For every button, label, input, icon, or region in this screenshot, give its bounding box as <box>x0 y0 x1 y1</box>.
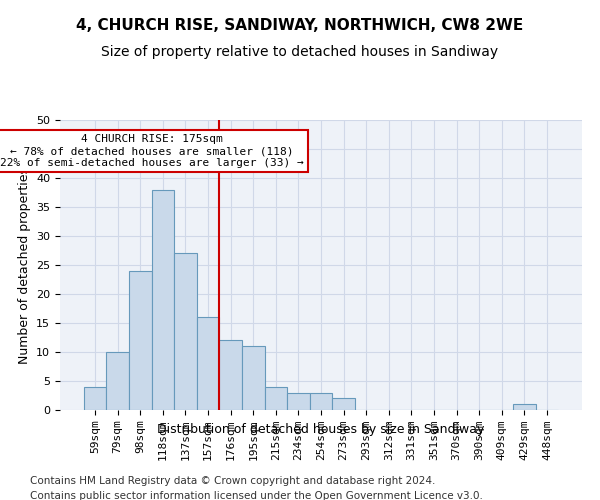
Text: Contains public sector information licensed under the Open Government Licence v3: Contains public sector information licen… <box>30 491 483 500</box>
Bar <box>332 398 355 410</box>
Bar <box>84 387 106 410</box>
Text: Distribution of detached houses by size in Sandiway: Distribution of detached houses by size … <box>157 422 485 436</box>
Bar <box>129 271 152 410</box>
Bar <box>220 340 242 410</box>
Bar <box>106 352 129 410</box>
Text: 4 CHURCH RISE: 175sqm
← 78% of detached houses are smaller (118)
22% of semi-det: 4 CHURCH RISE: 175sqm ← 78% of detached … <box>0 134 304 168</box>
Bar <box>197 317 220 410</box>
Bar <box>287 392 310 410</box>
Y-axis label: Number of detached properties: Number of detached properties <box>17 166 31 364</box>
Text: Contains HM Land Registry data © Crown copyright and database right 2024.: Contains HM Land Registry data © Crown c… <box>30 476 436 486</box>
Text: 4, CHURCH RISE, SANDIWAY, NORTHWICH, CW8 2WE: 4, CHURCH RISE, SANDIWAY, NORTHWICH, CW8… <box>76 18 524 32</box>
Bar <box>152 190 174 410</box>
Bar <box>242 346 265 410</box>
Bar <box>513 404 536 410</box>
Bar <box>265 387 287 410</box>
Bar <box>174 254 197 410</box>
Text: Size of property relative to detached houses in Sandiway: Size of property relative to detached ho… <box>101 45 499 59</box>
Bar <box>310 392 332 410</box>
